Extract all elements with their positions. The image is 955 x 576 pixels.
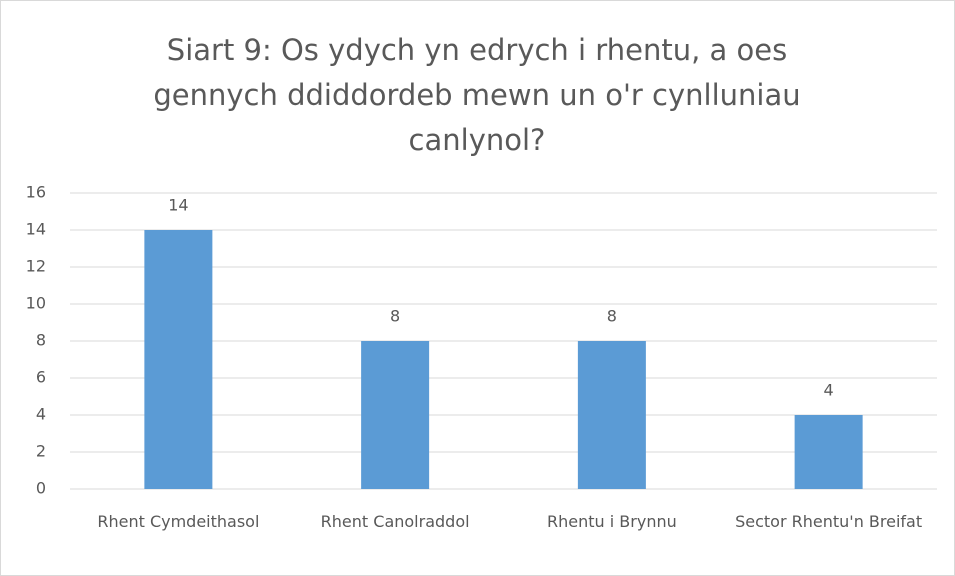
y-tick-label: 14 (26, 220, 46, 239)
data-label: 8 (390, 307, 400, 326)
bar (361, 341, 430, 489)
x-tick-label: Sector Rhentu'n Breifat (735, 512, 923, 531)
y-tick-label: 12 (26, 257, 46, 276)
data-label: 8 (607, 307, 617, 326)
data-label: 4 (824, 381, 834, 400)
chart-title: Siart 9: Os ydych yn edrych i rhentu, a … (153, 33, 801, 157)
x-tick-label: Rhent Canolraddol (320, 512, 470, 531)
x-tick-label: Rhentu i Brynnu (547, 512, 677, 531)
y-tick-label: 10 (26, 294, 46, 313)
y-tick-label: 8 (36, 331, 46, 350)
bar (577, 341, 646, 489)
bar (144, 230, 213, 489)
data-label: 14 (168, 196, 188, 215)
y-tick-label: 16 (26, 183, 46, 202)
y-tick-label: 0 (36, 479, 46, 498)
y-tick-label: 6 (36, 368, 46, 387)
y-tick-label: 4 (36, 405, 46, 424)
bar (794, 415, 863, 489)
y-tick-label: 2 (36, 442, 46, 461)
x-tick-label: Rhent Cymdeithasol (97, 512, 260, 531)
